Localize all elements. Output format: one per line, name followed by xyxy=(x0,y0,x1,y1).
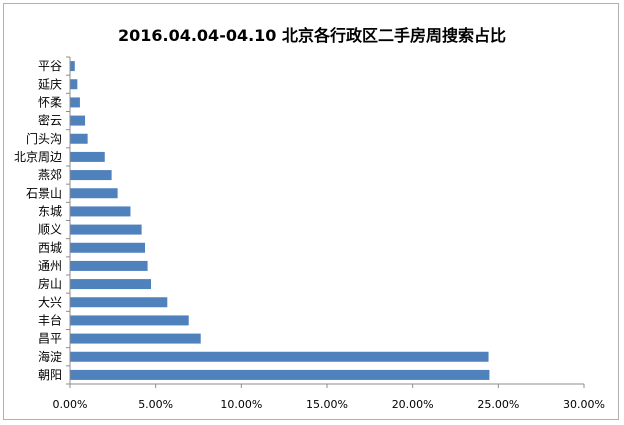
bar xyxy=(70,133,88,144)
category-label: 怀柔 xyxy=(38,95,62,109)
x-tick-label: 20.00% xyxy=(392,398,434,411)
category-label: 北京周边 xyxy=(14,150,62,164)
x-tick-label: 0.00% xyxy=(53,398,88,411)
x-tick-label: 25.00% xyxy=(477,398,519,411)
bar xyxy=(70,369,490,380)
category-label: 密云 xyxy=(38,113,62,128)
bar xyxy=(70,315,189,326)
category-label: 燕郊 xyxy=(38,168,62,182)
bar xyxy=(70,224,142,235)
category-label: 大兴 xyxy=(38,295,62,309)
bar xyxy=(70,279,152,290)
category-label: 门头沟 xyxy=(26,131,62,146)
bar xyxy=(70,297,168,308)
category-label: 朝阳 xyxy=(38,368,62,382)
x-tick-label: 30.00% xyxy=(563,398,605,411)
bar xyxy=(70,151,105,162)
category-label: 平谷 xyxy=(38,59,62,73)
category-label: 海淀 xyxy=(38,349,62,364)
bar xyxy=(70,260,148,271)
bar xyxy=(70,79,78,90)
category-label: 西城 xyxy=(38,241,62,255)
bar xyxy=(70,242,146,253)
x-tick-label: 15.00% xyxy=(306,398,348,411)
category-label: 通州 xyxy=(38,259,62,273)
category-label: 延庆 xyxy=(38,77,62,91)
bar xyxy=(70,206,131,217)
category-label: 昌平 xyxy=(38,332,62,346)
bar xyxy=(70,97,80,108)
bar xyxy=(70,61,75,72)
bar xyxy=(70,115,86,126)
x-tick-label: 10.00% xyxy=(220,398,262,411)
category-label: 房山 xyxy=(38,276,62,291)
x-tick-label: 5.00% xyxy=(138,398,173,411)
bar xyxy=(70,188,118,199)
bar xyxy=(70,170,112,181)
bar xyxy=(70,351,489,362)
chart-title: 2016.04.04-04.10 北京各行政区二手房周搜索占比 xyxy=(117,26,507,45)
category-label: 丰台 xyxy=(38,312,62,327)
category-label: 顺义 xyxy=(38,223,62,237)
category-label: 东城 xyxy=(38,204,62,218)
bar xyxy=(70,333,201,344)
category-label: 石景山 xyxy=(26,186,62,200)
